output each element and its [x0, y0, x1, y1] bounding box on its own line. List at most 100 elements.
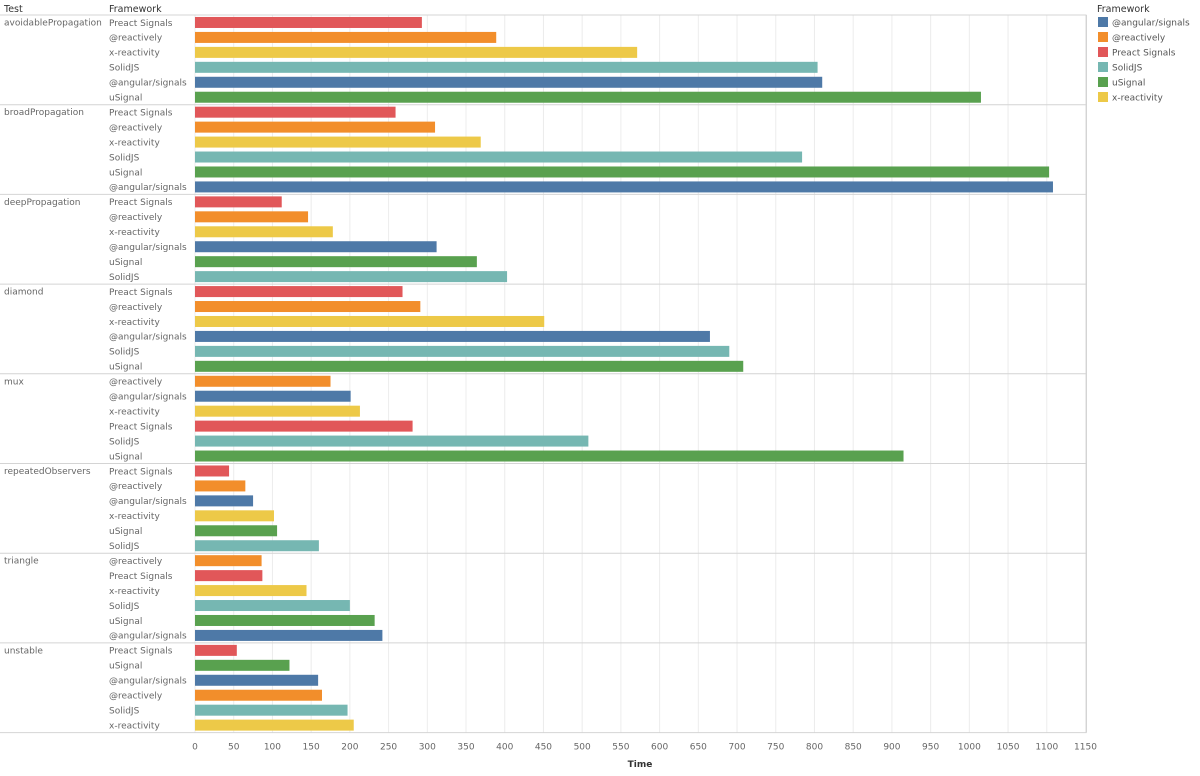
framework-label: uSignal — [109, 363, 142, 373]
framework-label: SolidJS — [109, 602, 140, 612]
x-tick-label: 700 — [728, 743, 745, 753]
framework-label: Preact Signals — [109, 108, 173, 118]
bar — [195, 674, 319, 686]
framework-label: Preact Signals — [109, 288, 173, 298]
bar — [195, 315, 545, 327]
framework-label: @reactively — [109, 303, 163, 313]
framework-label: @reactively — [109, 123, 163, 133]
bar — [195, 166, 1050, 178]
bar — [195, 330, 710, 342]
bar — [195, 61, 818, 73]
framework-label: @angular/signals — [109, 243, 187, 253]
bar — [195, 689, 322, 701]
framework-label: @reactively — [109, 557, 163, 567]
test-label: broadPropagation — [4, 108, 84, 118]
bar — [195, 405, 360, 417]
test-label: repeatedObservers — [4, 467, 91, 477]
x-tick-label: 350 — [457, 743, 474, 753]
x-tick-label: 550 — [612, 743, 629, 753]
x-tick-label: 200 — [341, 743, 358, 753]
legend-entry-label: uSignal — [1112, 79, 1145, 89]
framework-label: Preact Signals — [109, 467, 173, 477]
x-tick-label: 1150 — [1074, 743, 1097, 753]
bar — [195, 420, 413, 432]
bar — [195, 390, 351, 402]
x-tick-label: 650 — [690, 743, 707, 753]
bar — [195, 31, 497, 43]
framework-label: @angular/signals — [109, 183, 187, 193]
legend-swatch — [1098, 62, 1108, 72]
framework-label: Preact Signals — [109, 198, 173, 208]
bar — [195, 629, 383, 641]
framework-label: @angular/signals — [109, 79, 187, 89]
bar — [195, 375, 331, 387]
framework-label: Preact Signals — [109, 647, 173, 657]
framework-label: SolidJS — [109, 348, 140, 358]
bar — [195, 106, 396, 118]
bar — [195, 435, 589, 447]
framework-label: x-reactivity — [109, 407, 160, 417]
legend-entry-label: x-reactivity — [1112, 94, 1163, 104]
x-tick-label: 400 — [496, 743, 513, 753]
framework-label: uSignal — [109, 527, 142, 537]
framework-label: @reactively — [109, 213, 163, 223]
framework-label: @angular/signals — [109, 393, 187, 403]
x-axis: 0 50 100 150 200 250 300 350 400 450 500 550 600 650 7… — [192, 743, 1097, 753]
bar — [195, 659, 290, 671]
x-tick-label: 1100 — [1035, 743, 1058, 753]
bar — [195, 495, 254, 507]
bar — [195, 136, 481, 148]
bar — [195, 181, 1053, 193]
framework-label: @angular/signals — [109, 677, 187, 687]
framework-label: @reactively — [109, 482, 163, 492]
legend-swatch — [1098, 77, 1108, 87]
bar — [195, 525, 278, 537]
bar — [195, 600, 350, 612]
bar — [195, 614, 375, 626]
framework-label: x-reactivity — [109, 721, 160, 731]
test-label: avoidablePropagation — [4, 19, 102, 29]
framework-label: Preact Signals — [109, 572, 173, 582]
bar — [195, 360, 744, 372]
x-tick-label: 750 — [767, 743, 784, 753]
framework-label: x-reactivity — [109, 228, 160, 238]
bar — [195, 345, 730, 357]
bar — [195, 211, 309, 223]
legend-swatch — [1098, 47, 1108, 57]
bar — [195, 91, 981, 103]
framework-label: x-reactivity — [109, 318, 160, 328]
bar — [195, 510, 274, 522]
x-axis-title: Time — [628, 760, 653, 770]
bar — [195, 644, 237, 656]
bar — [195, 16, 422, 28]
x-tick-label: 500 — [574, 743, 591, 753]
framework-label: SolidJS — [109, 706, 140, 716]
bar — [195, 226, 333, 238]
framework-label: uSignal — [109, 617, 142, 627]
framework-label: x-reactivity — [109, 49, 160, 59]
framework-label: SolidJS — [109, 273, 140, 283]
bar — [195, 301, 421, 313]
bar — [195, 76, 823, 88]
bar — [195, 196, 282, 208]
framework-label: uSignal — [109, 94, 142, 104]
framework-label: uSignal — [109, 662, 142, 672]
bar — [195, 719, 354, 731]
x-tick-label: 100 — [264, 743, 281, 753]
framework-label: @angular/signals — [109, 497, 187, 507]
x-tick-label: 950 — [922, 743, 939, 753]
framework-label: uSignal — [109, 258, 142, 268]
x-tick-label: 50 — [228, 743, 240, 753]
x-tick-label: 300 — [419, 743, 436, 753]
bar — [195, 271, 508, 283]
bar — [195, 286, 403, 298]
legend-entry-label: SolidJS — [1112, 64, 1143, 74]
bar — [195, 121, 436, 133]
bar — [195, 465, 230, 477]
framework-label: x-reactivity — [109, 512, 160, 522]
framework-label: uSignal — [109, 452, 142, 462]
legend-entry-label: @angular/signals — [1112, 19, 1190, 29]
framework-label: @reactively — [109, 34, 163, 44]
framework-label: SolidJS — [109, 153, 140, 163]
